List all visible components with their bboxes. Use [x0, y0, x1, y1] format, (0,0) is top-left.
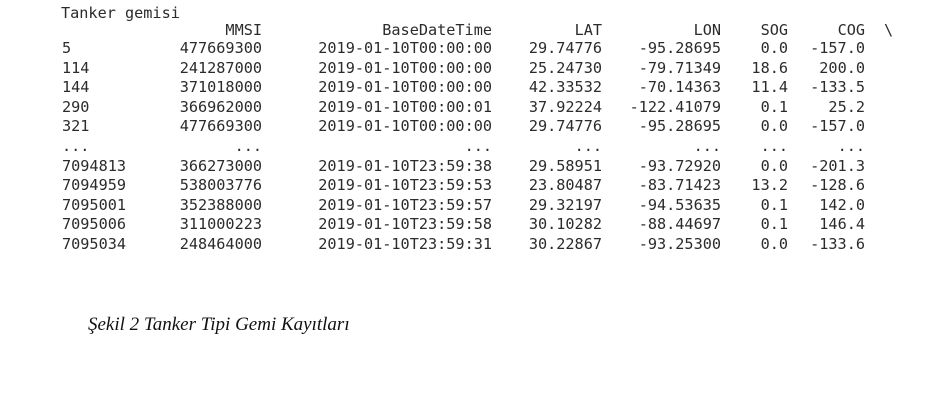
- row-index: 290: [62, 97, 90, 116]
- cell-basedatetime: 2019-01-10T00:00:01: [318, 97, 492, 116]
- row-index: 114: [62, 58, 90, 77]
- row-index: 321: [62, 117, 90, 136]
- cell-sog: 13.2: [751, 176, 788, 195]
- table-row: 7095001 352388000 2019-01-10T23:59:57 29.32…: [0, 195, 925, 214]
- cell-sog: 0.0: [760, 39, 788, 57]
- column-header-lat: LAT: [574, 21, 602, 39]
- table-row: 7094959 538003776 2019-01-10T23:59:53 23.80…: [0, 177, 925, 194]
- cell-cog: 25.2: [828, 97, 865, 116]
- cell-mmsi: 366273000: [179, 156, 262, 175]
- cell-lat: 25.24730: [528, 58, 602, 77]
- cell-mmsi: 241287000: [179, 58, 262, 77]
- cell-cog: -157.0: [810, 117, 865, 136]
- cell-lat: 29.74776: [528, 117, 602, 136]
- table-row: 7095034 248464000 2019-01-10T23:59:31 30.22…: [0, 236, 925, 253]
- table-row: 321 477669300 2019-01-10T00:00:00 29.74776 -…: [0, 118, 925, 135]
- cell-basedatetime: 2019-01-10T23:59:31: [318, 235, 492, 253]
- table-row: 290 366962000 2019-01-10T00:00:01 37.92224 -…: [0, 97, 925, 116]
- table-row: 5 477669300 2019-01-10T00:00:00 29.74776 -95…: [0, 40, 925, 57]
- cell-sog: 11.4: [751, 78, 788, 97]
- cell-lat: 42.33532: [528, 78, 602, 97]
- ellipsis-row: .....................: [0, 138, 925, 155]
- table-row: 7095006 311000223 2019-01-10T23:59:58 30.10…: [0, 216, 925, 233]
- column-header-sog: SOG: [760, 21, 788, 39]
- cell-lat: 29.58951: [528, 156, 602, 175]
- cell-lat: 29.74776: [528, 39, 602, 57]
- cell-sog: 0.1: [760, 215, 788, 234]
- column-header-basedatetime: BaseDateTime: [382, 21, 492, 39]
- cell-cog: -133.5: [810, 78, 865, 97]
- cell-lat: 29.32197: [528, 195, 602, 214]
- cell-lon: -93.72920: [638, 156, 721, 175]
- cell-basedatetime: 2019-01-10T00:00:00: [318, 117, 492, 136]
- row-index: 7095034: [62, 235, 127, 253]
- dataframe-output: Tanker gemisi MMSI BaseDateTime LAT LON …: [0, 4, 925, 253]
- cell-cog: -157.0: [810, 39, 865, 57]
- cell-mmsi: 538003776: [179, 176, 262, 195]
- row-index: 7095006: [62, 215, 127, 234]
- cell-lon: -122.41079: [629, 97, 721, 116]
- cell-mmsi: 248464000: [179, 235, 262, 253]
- table-row: 7094813 366273000 2019-01-10T23:59:38 29.58…: [0, 156, 925, 175]
- cell-mmsi: 477669300: [179, 39, 262, 57]
- cell-cog: 146.4: [819, 215, 865, 234]
- cell-lon: -95.28695: [638, 117, 721, 136]
- cell-lon: -83.71423: [638, 176, 721, 195]
- cell-mmsi: 352388000: [179, 195, 262, 214]
- cell-cog: 142.0: [819, 195, 865, 214]
- table-row: 144 371018000 2019-01-10T00:00:00 42.33532 -…: [0, 79, 925, 96]
- table-row: 114 241287000 2019-01-10T00:00:00 25.24730 -…: [0, 58, 925, 77]
- cell-basedatetime: 2019-01-10T23:59:58: [318, 215, 492, 234]
- cell-cog: -128.6: [810, 176, 865, 195]
- continuation-marker: \: [884, 21, 894, 39]
- cell-lon: -94.53635: [638, 195, 721, 214]
- cell-cog: -201.3: [810, 156, 865, 175]
- dataframe-title: Tanker gemisi: [61, 4, 180, 22]
- cell-basedatetime: 2019-01-10T23:59:38: [318, 156, 492, 175]
- cell-basedatetime: 2019-01-10T23:59:57: [318, 195, 492, 214]
- cell-lon: -79.71349: [638, 58, 721, 77]
- cell-lat: 30.10282: [528, 215, 602, 234]
- cell-lon: -95.28695: [638, 39, 721, 57]
- cell-basedatetime: 2019-01-10T00:00:00: [318, 39, 492, 57]
- row-index: 7095001: [62, 195, 127, 214]
- row-index: 5: [62, 39, 72, 57]
- cell-sog: 0.0: [760, 117, 788, 136]
- cell-lat: 37.92224: [528, 97, 602, 116]
- cell-lon: -88.44697: [638, 215, 721, 234]
- cell-mmsi: 477669300: [179, 117, 262, 136]
- cell-lon: ...: [693, 137, 721, 155]
- cell-mmsi: 366962000: [179, 97, 262, 116]
- cell-sog: 0.1: [760, 97, 788, 116]
- cell-basedatetime: 2019-01-10T00:00:00: [318, 78, 492, 97]
- cell-mmsi: 311000223: [179, 215, 262, 234]
- table-header-row: MMSI BaseDateTime LAT LON SOG COG \: [0, 22, 925, 39]
- column-header-lon: LON: [693, 21, 721, 39]
- figure-caption: Şekil 2 Tanker Tipi Gemi Kayıtları: [88, 314, 350, 335]
- cell-sog: 0.0: [760, 235, 788, 253]
- cell-sog: 0.1: [760, 195, 788, 214]
- row-index: 7094813: [62, 156, 127, 175]
- column-header-mmsi: MMSI: [225, 21, 262, 39]
- cell-mmsi: ...: [234, 137, 262, 155]
- cell-sog: 18.6: [751, 58, 788, 77]
- row-index: 7094959: [62, 176, 127, 195]
- cell-basedatetime: 2019-01-10T00:00:00: [318, 58, 492, 77]
- cell-sog: 0.0: [760, 156, 788, 175]
- cell-lon: -70.14363: [638, 78, 721, 97]
- cell-lat: 23.80487: [528, 176, 602, 195]
- cell-lat: ...: [574, 137, 602, 155]
- cell-cog: ...: [837, 137, 865, 155]
- cell-cog: 200.0: [819, 58, 865, 77]
- cell-cog: -133.6: [810, 235, 865, 253]
- cell-basedatetime: ...: [464, 137, 492, 155]
- cell-sog: ...: [760, 137, 788, 155]
- cell-lat: 30.22867: [528, 235, 602, 253]
- row-index: 144: [62, 78, 90, 97]
- cell-basedatetime: 2019-01-10T23:59:53: [318, 176, 492, 195]
- cell-lon: -93.25300: [638, 235, 721, 253]
- cell-mmsi: 371018000: [179, 78, 262, 97]
- row-index: ...: [62, 137, 90, 155]
- column-header-cog: COG: [837, 21, 865, 39]
